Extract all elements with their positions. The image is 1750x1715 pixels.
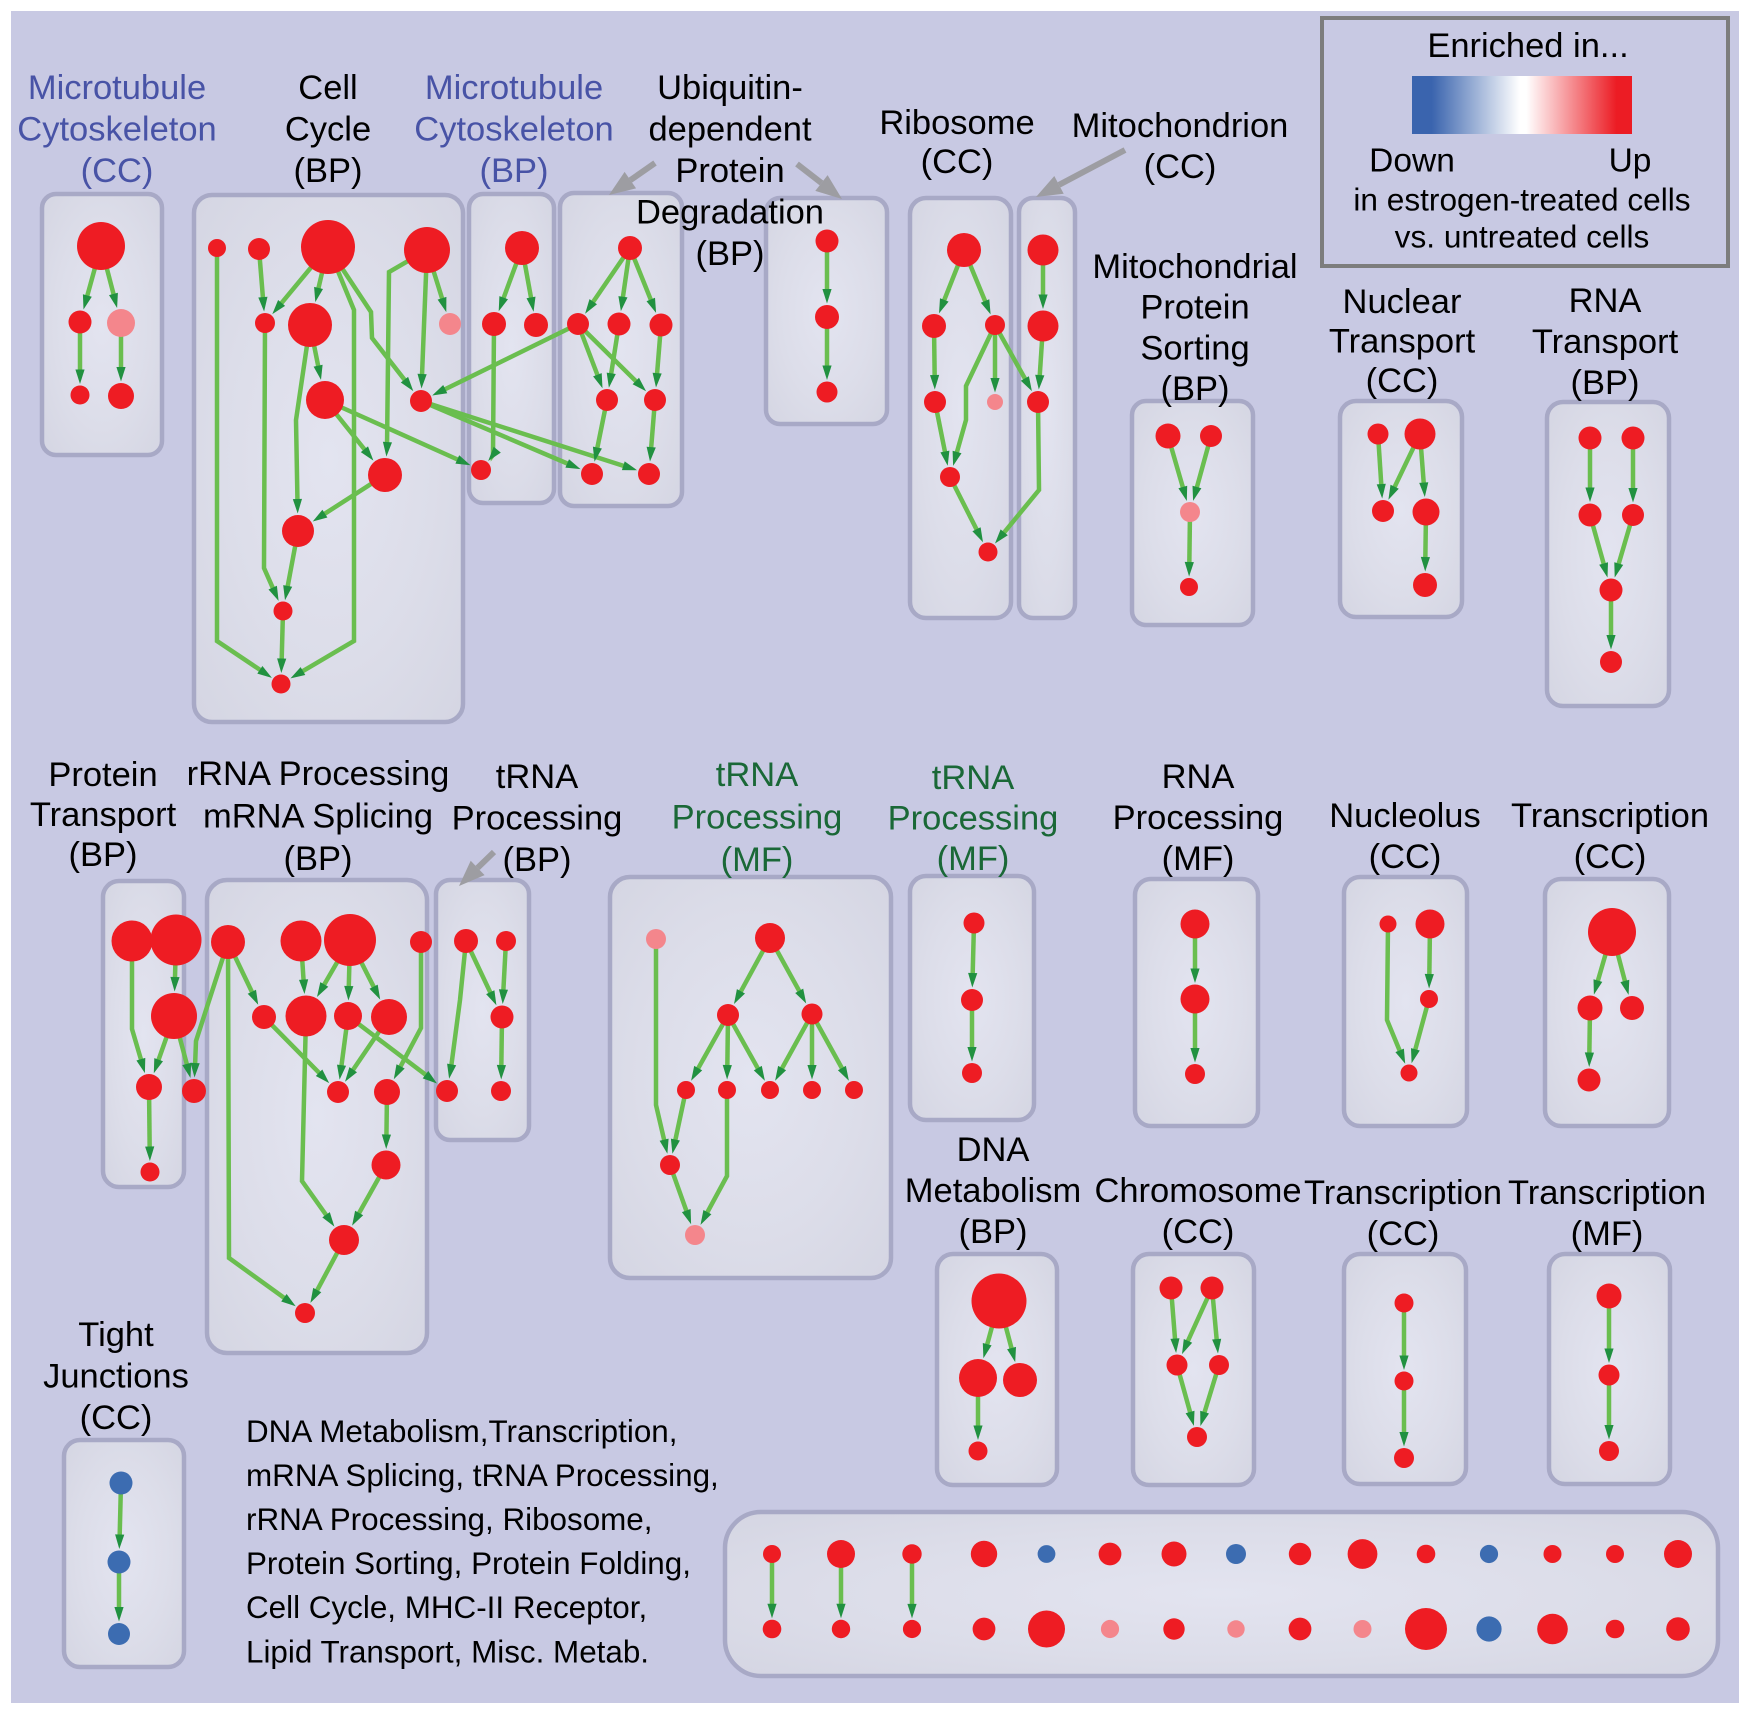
svg-text:(MF): (MF) [937,840,1010,878]
svg-text:Down: Down [1369,143,1455,180]
svg-text:Protein: Protein [675,152,784,190]
svg-text:(CC): (CC) [921,143,994,181]
svg-text:vs. untreated cells: vs. untreated cells [1395,219,1650,255]
svg-text:(CC): (CC) [1366,362,1439,400]
svg-text:mRNA Splicing: mRNA Splicing [203,797,433,835]
svg-text:Protein: Protein [48,756,157,794]
svg-text:Cell Cycle, MHC-II Receptor,: Cell Cycle, MHC-II Receptor, [246,1590,647,1625]
svg-text:Mitochondrion: Mitochondrion [1072,107,1289,145]
svg-text:Junctions: Junctions [43,1357,189,1395]
svg-text:Transcription: Transcription [1304,1174,1502,1212]
svg-text:rRNA Processing: rRNA Processing [187,755,450,793]
svg-text:(BP): (BP) [696,235,765,273]
svg-text:Cell: Cell [298,69,357,107]
svg-text:Protein: Protein [1140,289,1249,327]
svg-text:rRNA Processing, Ribosome,: rRNA Processing, Ribosome, [246,1502,652,1537]
svg-text:tRNA: tRNA [716,756,798,794]
svg-text:Nuclear: Nuclear [1343,283,1462,321]
svg-text:DNA Metabolism,Transcription,: DNA Metabolism,Transcription, [246,1414,677,1449]
svg-text:Nucleolus: Nucleolus [1329,797,1481,835]
svg-text:DNA: DNA [957,1131,1030,1169]
svg-text:Processing: Processing [452,799,623,837]
svg-text:Transcription: Transcription [1508,1174,1706,1212]
svg-text:Metabolism: Metabolism [905,1172,1081,1210]
svg-text:Mitochondrial: Mitochondrial [1092,248,1297,286]
svg-text:Chromosome: Chromosome [1094,1172,1301,1210]
svg-text:Processing: Processing [1113,799,1284,837]
svg-text:Transport: Transport [30,796,177,834]
svg-text:(BP): (BP) [69,836,138,874]
svg-text:Degradation: Degradation [636,193,824,231]
svg-text:(BP): (BP) [284,840,353,878]
svg-text:Enriched in...: Enriched in... [1427,27,1628,65]
svg-text:Transcription: Transcription [1511,797,1709,835]
svg-text:Cycle: Cycle [285,110,371,148]
svg-text:Sorting: Sorting [1140,329,1249,367]
svg-text:(BP): (BP) [959,1213,1028,1251]
svg-text:(BP): (BP) [1571,364,1640,402]
svg-text:Tight: Tight [78,1316,154,1354]
svg-text:Lipid Transport, Misc. Metab.: Lipid Transport, Misc. Metab. [246,1634,649,1669]
svg-text:RNA: RNA [1162,758,1235,796]
svg-text:Processing: Processing [888,799,1059,837]
svg-text:tRNA: tRNA [932,759,1014,797]
svg-text:(CC): (CC) [81,152,154,190]
svg-text:(MF): (MF) [1162,840,1235,878]
svg-text:(CC): (CC) [1369,838,1442,876]
svg-text:mRNA Splicing, tRNA Processing: mRNA Splicing, tRNA Processing, [246,1458,719,1493]
svg-text:(CC): (CC) [1144,148,1217,186]
svg-text:tRNA: tRNA [496,758,578,796]
svg-text:(BP): (BP) [294,152,363,190]
svg-text:(BP): (BP) [1161,370,1230,408]
svg-text:RNA: RNA [1569,282,1642,320]
svg-text:Cytoskeleton: Cytoskeleton [17,110,216,148]
svg-text:Transport: Transport [1532,323,1679,361]
svg-text:(CC): (CC) [1162,1213,1235,1251]
svg-text:Microtubule: Microtubule [425,69,603,107]
svg-text:(CC): (CC) [80,1399,153,1437]
svg-text:Cytoskeleton: Cytoskeleton [414,110,613,148]
svg-text:Up: Up [1609,143,1652,180]
svg-text:(CC): (CC) [1367,1215,1440,1253]
svg-text:(MF): (MF) [721,841,794,879]
svg-text:Protein Sorting, Protein Foldi: Protein Sorting, Protein Folding, [246,1546,691,1581]
svg-text:Microtubule: Microtubule [28,69,206,107]
svg-text:(CC): (CC) [1574,838,1647,876]
svg-text:(BP): (BP) [503,841,572,879]
svg-text:(BP): (BP) [480,152,549,190]
svg-text:Ribosome: Ribosome [879,104,1034,142]
svg-text:(MF): (MF) [1571,1215,1644,1253]
svg-text:dependent: dependent [648,110,811,148]
svg-text:Ubiquitin-: Ubiquitin- [657,69,803,107]
svg-text:in estrogen-treated cells: in estrogen-treated cells [1353,182,1690,218]
svg-text:Processing: Processing [672,798,843,836]
svg-text:Transport: Transport [1329,322,1476,360]
